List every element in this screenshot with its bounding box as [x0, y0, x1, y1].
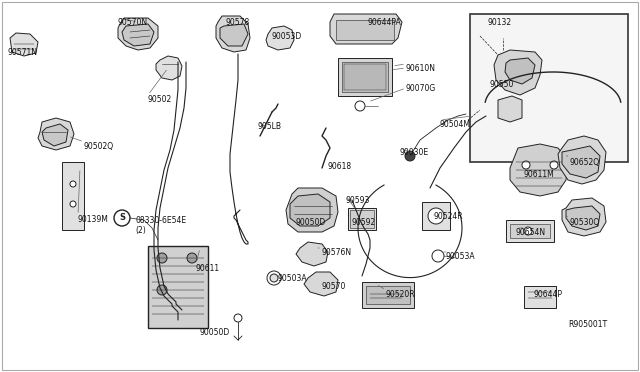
Text: 90502Q: 90502Q — [84, 142, 114, 151]
Bar — [362, 282, 414, 308]
Polygon shape — [505, 58, 535, 84]
Polygon shape — [216, 16, 250, 52]
Circle shape — [405, 151, 415, 161]
Polygon shape — [286, 188, 338, 232]
Bar — [524, 286, 556, 308]
Polygon shape — [42, 124, 68, 146]
Circle shape — [267, 271, 281, 285]
Circle shape — [157, 253, 167, 263]
Circle shape — [187, 253, 197, 263]
Circle shape — [70, 201, 76, 207]
Bar — [336, 20, 394, 40]
Text: R905001T: R905001T — [568, 320, 607, 329]
Text: 90570N: 90570N — [118, 18, 148, 27]
Polygon shape — [220, 24, 248, 46]
Polygon shape — [494, 50, 542, 95]
Polygon shape — [266, 26, 294, 50]
Text: 90618: 90618 — [328, 162, 352, 171]
Text: 90593: 90593 — [346, 196, 371, 205]
Text: 90571N: 90571N — [8, 48, 38, 57]
Text: 90654N: 90654N — [516, 228, 546, 237]
Text: 90053D: 90053D — [272, 32, 302, 41]
Text: 90578: 90578 — [226, 18, 250, 27]
Text: 90570: 90570 — [322, 282, 346, 291]
Text: 90050D: 90050D — [200, 328, 230, 337]
Polygon shape — [290, 194, 330, 226]
Text: 90053A: 90053A — [446, 252, 476, 261]
Polygon shape — [296, 242, 328, 266]
Text: 90611M: 90611M — [524, 170, 555, 179]
Polygon shape — [330, 14, 402, 44]
Circle shape — [432, 250, 444, 262]
Polygon shape — [498, 96, 522, 122]
Bar — [344, 64, 386, 90]
Bar — [470, 14, 628, 162]
Circle shape — [70, 181, 76, 187]
Bar — [422, 202, 450, 230]
Circle shape — [428, 208, 444, 224]
Text: 90576N: 90576N — [322, 248, 352, 257]
Text: 90592: 90592 — [352, 218, 376, 227]
Polygon shape — [562, 198, 606, 236]
Bar — [366, 286, 410, 304]
Circle shape — [114, 210, 130, 226]
Text: 90530Q: 90530Q — [570, 218, 600, 227]
Text: 90524R: 90524R — [434, 212, 463, 221]
Bar — [338, 58, 392, 96]
Bar — [62, 162, 84, 230]
Polygon shape — [566, 206, 600, 230]
Bar — [348, 208, 376, 230]
Bar — [148, 246, 208, 328]
Text: 90503A: 90503A — [278, 274, 308, 283]
Polygon shape — [562, 146, 600, 178]
Circle shape — [522, 161, 530, 169]
Text: 90550: 90550 — [490, 80, 515, 89]
Polygon shape — [122, 24, 154, 46]
Text: 90132: 90132 — [488, 18, 512, 27]
Polygon shape — [558, 136, 606, 184]
Text: 90611: 90611 — [196, 264, 220, 273]
Circle shape — [234, 314, 242, 322]
Circle shape — [270, 274, 278, 282]
Circle shape — [355, 101, 365, 111]
Text: 90050D: 90050D — [296, 218, 326, 227]
Bar — [510, 224, 550, 238]
Bar — [506, 220, 554, 242]
Polygon shape — [118, 18, 158, 50]
Text: S: S — [119, 214, 125, 222]
Text: 90644PA: 90644PA — [368, 18, 402, 27]
Text: 90504M: 90504M — [440, 120, 471, 129]
Polygon shape — [10, 33, 38, 56]
Bar — [342, 62, 388, 92]
Text: 905LB: 905LB — [258, 122, 282, 131]
Text: (2): (2) — [135, 226, 146, 235]
Text: 90610N: 90610N — [406, 64, 436, 73]
Text: 90030E: 90030E — [400, 148, 429, 157]
Text: 90652Q: 90652Q — [570, 158, 600, 167]
Circle shape — [157, 285, 167, 295]
Text: 90139M: 90139M — [78, 215, 109, 224]
Polygon shape — [38, 118, 74, 150]
Text: 08330-6E54E: 08330-6E54E — [135, 216, 186, 225]
Polygon shape — [156, 56, 182, 80]
Text: 90520R: 90520R — [386, 290, 415, 299]
Circle shape — [550, 161, 558, 169]
Polygon shape — [510, 144, 568, 196]
Circle shape — [524, 227, 532, 235]
Text: 90070G: 90070G — [406, 84, 436, 93]
Bar — [350, 210, 374, 228]
Text: 90644P: 90644P — [534, 290, 563, 299]
Text: 90502: 90502 — [148, 95, 172, 104]
Polygon shape — [304, 272, 338, 296]
